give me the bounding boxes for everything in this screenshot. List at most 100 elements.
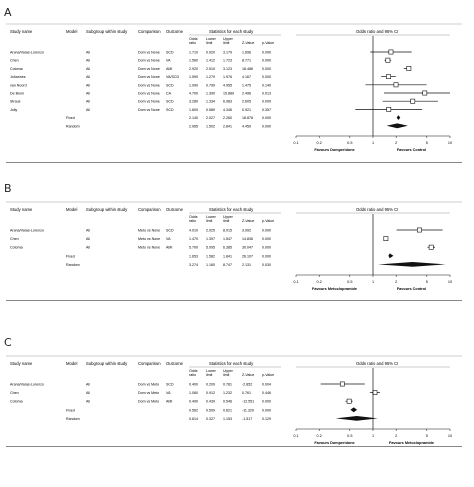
point-estimate-square <box>386 107 392 112</box>
row-study-name: Cotoma <box>10 246 23 250</box>
row-z: 14.836 <box>242 237 253 241</box>
row-study-name: Cotoma <box>10 400 23 404</box>
x-tick-label: 0.5 <box>347 280 352 284</box>
row-outcome: SCD <box>166 83 174 87</box>
row-or: 2.920 <box>189 67 198 71</box>
point-estimate-square <box>428 244 434 250</box>
row-lower: 1.582 <box>206 254 215 258</box>
row-subgroup: All <box>86 229 90 233</box>
row-lower: 1.334 <box>206 100 215 104</box>
row-subgroup: All <box>86 92 90 96</box>
header-model: Model <box>66 361 77 366</box>
row-study-name: Chen <box>10 237 19 241</box>
row-z: 8.771 <box>242 59 251 63</box>
row-z: 2.131 <box>242 263 251 267</box>
row-lower: 0.327 <box>206 417 215 421</box>
x-tick-label: 1 <box>372 434 374 438</box>
subheader-lower-line2: limit <box>206 219 212 223</box>
row-z: -1.517 <box>242 417 252 421</box>
row-z: 18.486 <box>242 67 253 71</box>
row-subgroup: All <box>86 83 90 87</box>
row-z: 2.496 <box>242 92 251 96</box>
row-p: 0.000 <box>262 400 271 404</box>
row-or: 1.990 <box>189 83 198 87</box>
row-outcome: VA/SCD <box>166 75 180 79</box>
subheader-z: Z-Value <box>242 373 254 377</box>
forest-plot-c-svg: Study name Model Subgroup within study Comp… <box>6 355 462 445</box>
summary-diamond <box>350 407 358 413</box>
row-p: 0.129 <box>262 417 271 421</box>
row-lower: 0.589 <box>206 108 215 112</box>
row-p: 0.000 <box>262 246 271 250</box>
row-z: -2.852 <box>242 383 252 387</box>
x-tick-label: 5 <box>426 434 428 438</box>
row-or: 5.700 <box>189 246 198 250</box>
subheader-lower-line1: Lower <box>206 369 217 373</box>
row-z: 18.876 <box>242 116 253 120</box>
favours-left-label: Favours Metoclopramide <box>312 287 357 291</box>
row-upper: 4.955 <box>223 83 232 87</box>
header-study-name: Study name <box>10 29 33 34</box>
row-or: 4.010 <box>189 229 198 233</box>
summary-diamond <box>396 115 401 120</box>
subheader-or-line2: ratio <box>189 41 196 45</box>
row-z: 1.696 <box>242 51 251 55</box>
row-model: Fixed <box>66 408 75 412</box>
subheader-p: p-Value <box>262 219 274 223</box>
row-subgroup: All <box>86 100 90 104</box>
row-upper: 0.546 <box>223 400 232 404</box>
panel-letter-a: A <box>4 6 12 19</box>
row-p: 0.009 <box>262 100 271 104</box>
summary-diamond <box>388 253 394 259</box>
row-lower: 1.502 <box>206 124 215 128</box>
row-z: 3.992 <box>242 229 251 233</box>
header-plot-title: Odds ratio and 95% CI <box>356 207 398 212</box>
x-tick-label: 0.2 <box>317 280 322 284</box>
header-plot-title: Odds ratio and 95% CI <box>356 361 398 366</box>
row-upper: 8.747 <box>223 263 232 267</box>
row-study-name: Straus <box>10 100 21 104</box>
row-p: 0.004 <box>262 383 271 387</box>
row-subgroup: All <box>86 59 90 63</box>
row-model: Random <box>66 417 80 421</box>
row-subgroup: All <box>86 75 90 79</box>
row-lower: 2.025 <box>206 229 215 233</box>
row-upper: 4.346 <box>223 108 232 112</box>
point-estimate-square <box>388 49 394 55</box>
favours-right-label: Favours Control <box>397 148 426 152</box>
row-upper: 15.889 <box>223 92 234 96</box>
row-p: 0.013 <box>262 92 271 96</box>
x-tick-label: 10 <box>448 280 452 284</box>
subheader-lower-line2: limit <box>206 41 212 45</box>
row-or: 1.600 <box>189 108 198 112</box>
header-study-name: Study name <box>10 207 33 212</box>
favours-right-label: Favours Metoclopramide <box>389 441 434 445</box>
header-stats-title: Statistics for each study <box>209 29 254 34</box>
row-outcome: VA <box>166 391 171 395</box>
x-tick-label: 0.1 <box>293 434 298 438</box>
favours-left-label: Favours Domperidone <box>314 441 354 445</box>
row-or: 0.614 <box>189 417 198 421</box>
row-study-name: Arana/Varas-Lorenzo <box>10 383 44 387</box>
row-lower: 0.509 <box>206 408 215 412</box>
x-tick-label: 0.5 <box>347 141 352 145</box>
subheader-upper-line1: Upper <box>223 37 234 41</box>
row-lower: 1.390 <box>206 92 215 96</box>
row-comparison: Dom vs None <box>138 59 160 63</box>
row-upper: 1.153 <box>223 417 232 421</box>
row-model: Random <box>66 263 80 267</box>
row-outcome: AMI <box>166 67 172 71</box>
subheader-or-line1: Odds <box>189 369 198 373</box>
header-subgroup: Subgroup within study <box>86 361 128 366</box>
row-or: 3.280 <box>189 100 198 104</box>
row-or: 2.065 <box>189 124 198 128</box>
row-upper: 6.385 <box>223 246 232 250</box>
favours-right-label: Favours Control <box>397 287 426 291</box>
row-z: 1.475 <box>242 83 251 87</box>
row-p: 0.000 <box>262 124 271 128</box>
row-or: 1.470 <box>189 237 198 241</box>
row-study-name: Jolly <box>10 108 17 112</box>
summary-diamond <box>386 123 408 129</box>
x-tick-label: 0.5 <box>347 434 352 438</box>
row-outcome: VA <box>166 59 171 63</box>
